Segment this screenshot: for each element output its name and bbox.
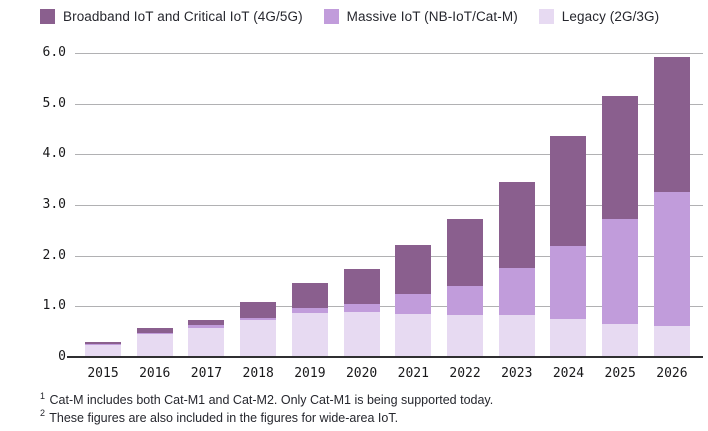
bar-segment-legacy bbox=[653, 325, 690, 357]
bar-segment-broadband-critical-iot bbox=[395, 245, 432, 295]
legend-item-massive-iot: Massive IoT (NB-IoT/Cat-M) bbox=[323, 9, 518, 24]
bar-segment-broadband-critical-iot bbox=[85, 341, 121, 345]
bar-2025 bbox=[602, 96, 639, 357]
x-axis-label-2015: 2015 bbox=[87, 366, 119, 381]
legend-swatch-massive-iot bbox=[323, 9, 339, 24]
gridline-4.0 bbox=[75, 154, 703, 156]
bar-series-container bbox=[75, 53, 700, 357]
x-axis-label-2017: 2017 bbox=[190, 366, 223, 381]
bar-segment-broadband-critical-iot bbox=[291, 283, 328, 308]
x-axis-label-2020: 2020 bbox=[345, 366, 378, 381]
legend-swatch-broadband-critical-iot bbox=[40, 9, 55, 24]
bar-2021 bbox=[395, 245, 432, 357]
footnote-1: 1 Cat-M includes both Cat-M1 and Cat-M2.… bbox=[40, 390, 494, 410]
footnote-2-text: These figures are also included in the f… bbox=[49, 410, 399, 425]
x-axis-label-2021: 2021 bbox=[397, 366, 429, 381]
legend-label-massive-iot: Massive IoT (NB-IoT/Cat-M) bbox=[346, 9, 518, 24]
bar-segment-massive-iot bbox=[136, 332, 173, 334]
bar-segment-massive-iot bbox=[291, 307, 328, 313]
bar-segment-legacy bbox=[85, 344, 121, 357]
bar-segment-legacy bbox=[550, 319, 587, 357]
bar-segment-legacy bbox=[136, 333, 173, 357]
bar-segment-broadband-critical-iot bbox=[343, 269, 380, 304]
bar-segment-massive-iot bbox=[188, 324, 225, 328]
bar-segment-broadband-critical-iot bbox=[602, 96, 639, 220]
bar-segment-massive-iot bbox=[85, 344, 121, 345]
bar-segment-legacy bbox=[188, 327, 225, 357]
x-axis-line bbox=[67, 356, 703, 358]
footnote-1-text: Cat-M includes both Cat-M1 and Cat-M2. O… bbox=[49, 393, 494, 407]
x-axis-labels: 2015 2016 2017 2018 2019 2020 2021 2022 2023 2024… bbox=[75, 366, 700, 381]
x-axis-label-2023: 2023 bbox=[501, 366, 533, 381]
gridline-3.0 bbox=[75, 205, 703, 206]
bar-2026 bbox=[653, 57, 690, 357]
gridline-2.0 bbox=[75, 255, 703, 257]
footnote-2-marker: 2 bbox=[40, 408, 46, 419]
bar-segment-legacy bbox=[343, 312, 380, 357]
bar-segment-broadband-critical-iot bbox=[653, 57, 690, 192]
footnote-2: 2 These figures are also included in the… bbox=[40, 408, 493, 428]
legend-label-broadband-critical-iot: Broadband IoT and Critical IoT (4G/5G) bbox=[63, 9, 303, 24]
bar-segment-massive-iot bbox=[343, 303, 380, 313]
bar-2019 bbox=[291, 283, 328, 357]
bar-segment-legacy bbox=[498, 314, 535, 357]
bar-segment-broadband-critical-iot bbox=[136, 328, 173, 333]
plot-area: 6.0 5.0 4.0 3.0 2.0 1.0 0 bbox=[43, 45, 703, 364]
x-axis-label-2018: 2018 bbox=[242, 366, 274, 381]
y-axis-tick-label-0: 0 bbox=[58, 349, 66, 365]
y-axis-tick-label-1.0: 1.0 bbox=[42, 298, 66, 314]
x-axis-label-2022: 2022 bbox=[449, 366, 481, 381]
legend-item-broadband-critical-iot: Broadband IoT and Critical IoT (4G/5G) bbox=[40, 9, 303, 24]
bar-segment-legacy bbox=[291, 312, 328, 357]
legend-swatch-legacy bbox=[538, 9, 554, 24]
y-axis-tick-label-4.0: 4.0 bbox=[42, 146, 66, 162]
bar-segment-massive-iot bbox=[653, 191, 690, 326]
footnote-1-marker: 1 bbox=[40, 390, 46, 401]
footnotes: 1 Cat-M includes both Cat-M1 and Cat-M2.… bbox=[40, 390, 494, 428]
x-axis-label-2019: 2019 bbox=[294, 366, 326, 381]
bar-2020 bbox=[343, 269, 380, 357]
bar-segment-broadband-critical-iot bbox=[240, 301, 277, 318]
gridline-5.0 bbox=[75, 103, 703, 105]
bar-2015 bbox=[85, 341, 121, 357]
gridline-1.0 bbox=[75, 306, 703, 308]
x-axis-label-2025: 2025 bbox=[604, 366, 636, 381]
x-axis-label-2016: 2016 bbox=[139, 366, 171, 381]
bar-segment-legacy bbox=[240, 320, 277, 357]
bar-segment-broadband-critical-iot bbox=[188, 320, 225, 325]
bar-2023 bbox=[498, 182, 535, 357]
bar-segment-massive-iot bbox=[498, 267, 535, 315]
bar-segment-legacy bbox=[395, 314, 432, 357]
bar-segment-massive-iot bbox=[447, 286, 484, 315]
bar-2022 bbox=[447, 219, 484, 357]
y-axis-tick-label-6.0: 6.0 bbox=[42, 45, 66, 61]
bar-segment-broadband-critical-iot bbox=[447, 219, 484, 287]
bar-2017 bbox=[188, 320, 225, 357]
legend-label-legacy: Legacy (2G/3G) bbox=[561, 9, 660, 24]
bar-segment-massive-iot bbox=[602, 219, 639, 324]
bar-segment-legacy bbox=[602, 323, 639, 357]
bar-segment-massive-iot bbox=[395, 294, 432, 315]
gridline-6.0 bbox=[75, 53, 703, 54]
legend-item-legacy: Legacy (2G/3G) bbox=[538, 9, 660, 24]
y-axis-tick-label-3.0: 3.0 bbox=[42, 197, 66, 213]
x-axis-label-2024: 2024 bbox=[552, 366, 585, 381]
chart-legend: Broadband IoT and Critical IoT (4G/5G) Ma… bbox=[40, 9, 659, 24]
bar-segment-massive-iot bbox=[240, 317, 277, 320]
bar-segment-broadband-critical-iot bbox=[498, 182, 535, 268]
x-axis-label-2026: 2026 bbox=[656, 366, 688, 381]
bar-2024 bbox=[550, 135, 587, 357]
bar-segment-legacy bbox=[447, 314, 484, 357]
bar-2016 bbox=[136, 328, 173, 357]
y-axis-tick-label-5.0: 5.0 bbox=[42, 95, 66, 111]
bar-segment-massive-iot bbox=[550, 245, 587, 319]
bar-2018 bbox=[240, 301, 277, 357]
bar-segment-broadband-critical-iot bbox=[550, 135, 587, 246]
y-axis-tick-label-2.0: 2.0 bbox=[42, 247, 66, 263]
